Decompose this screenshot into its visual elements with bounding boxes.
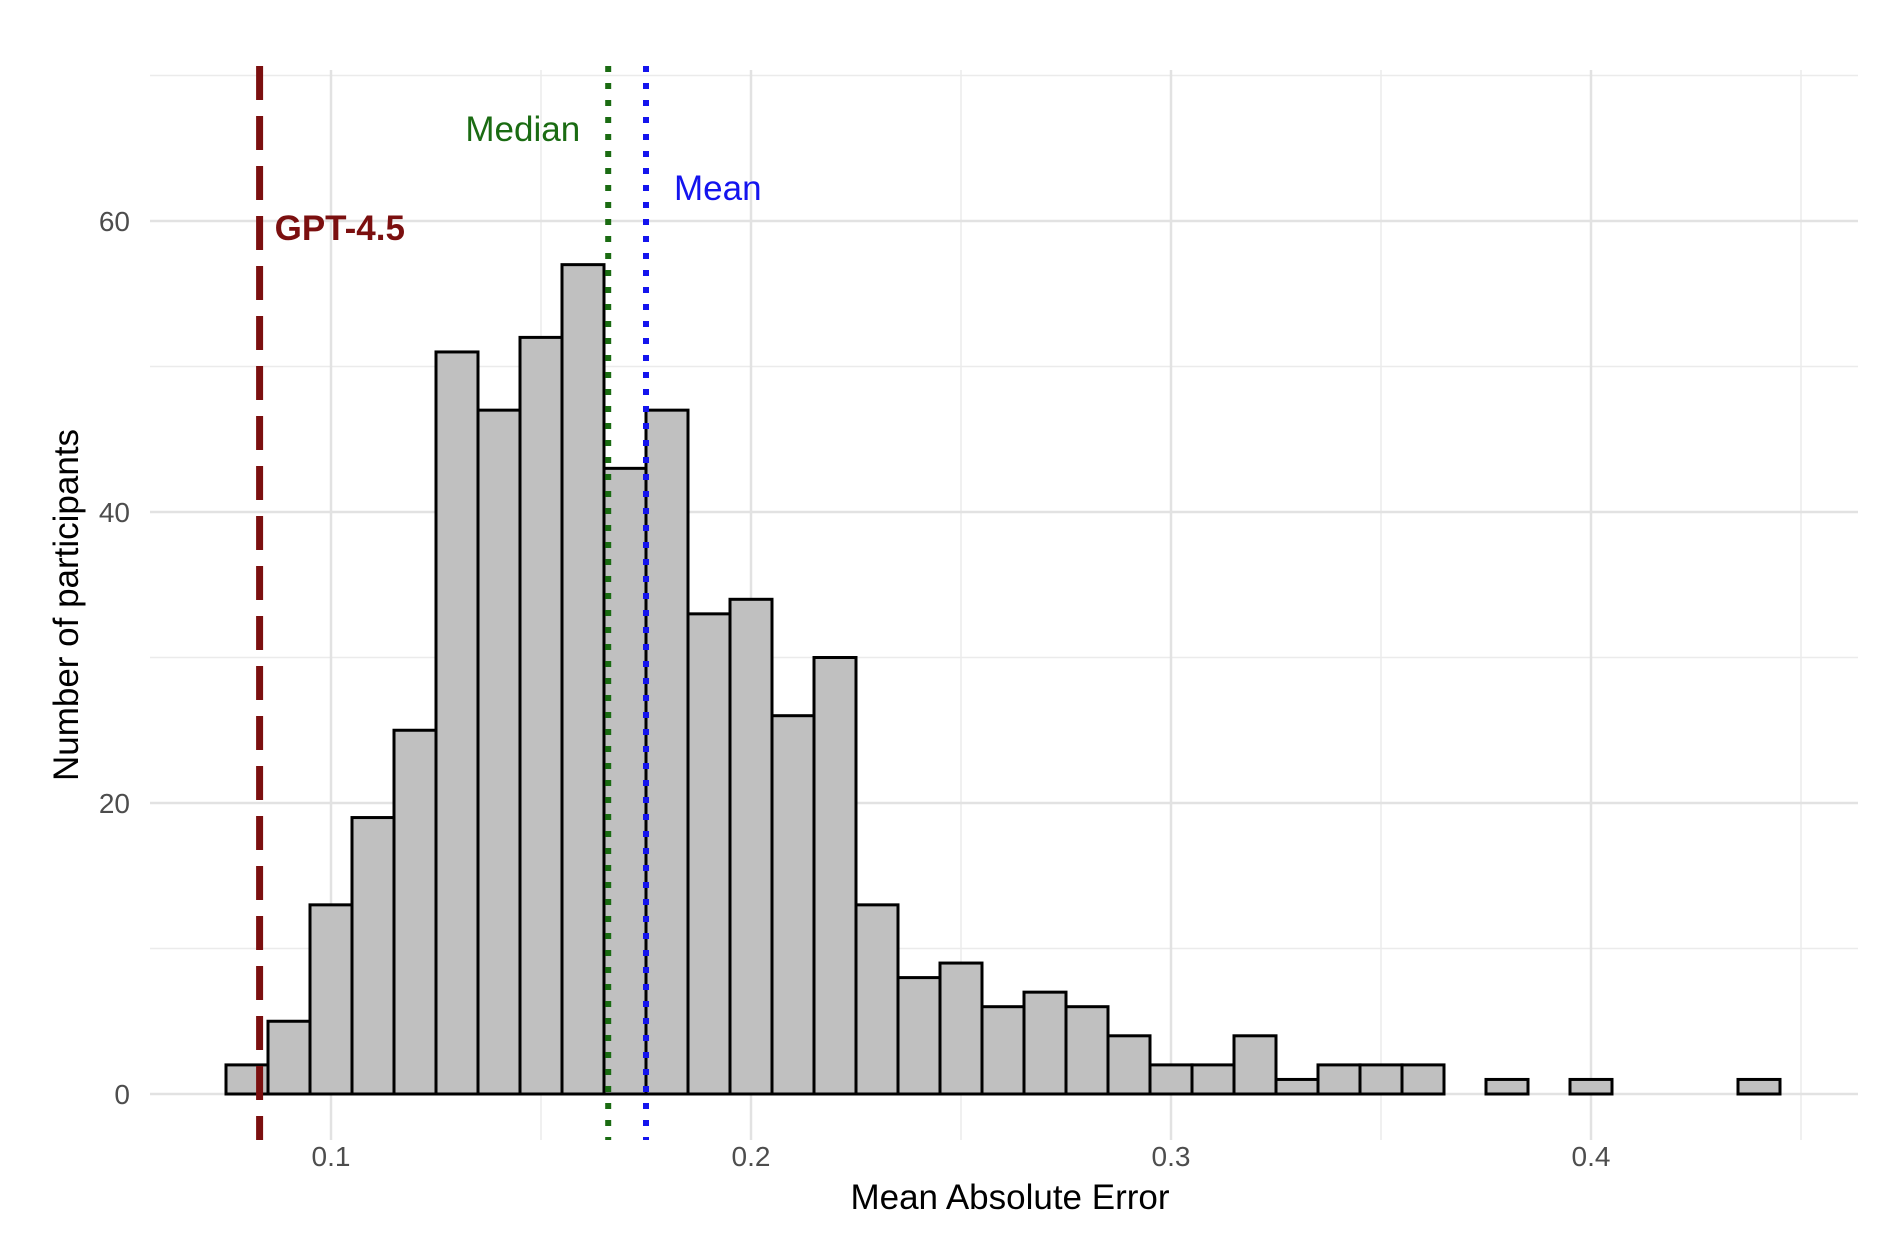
histogram-bar [1064, 1005, 1110, 1096]
histogram-bar [896, 976, 942, 1096]
histogram-bar [1022, 990, 1068, 1096]
x-tick-label: 0.3 [1152, 1141, 1191, 1172]
histogram-bar [476, 408, 522, 1096]
x-tick-label: 0.1 [312, 1141, 351, 1172]
y-tick-label: 60 [99, 206, 130, 237]
histogram-bar [266, 1019, 312, 1096]
histogram-bar [1736, 1077, 1782, 1096]
histogram-bar [1316, 1063, 1362, 1096]
x-axis-title: Mean Absolute Error [850, 1178, 1169, 1217]
histogram-bar [1568, 1077, 1614, 1096]
histogram-bar [1106, 1034, 1152, 1096]
histogram-bar [770, 714, 816, 1096]
gpt-4-5-label: GPT-4.5 [275, 209, 405, 248]
histogram-bar [1358, 1063, 1404, 1096]
x-tick-label: 0.4 [1572, 1141, 1611, 1172]
histogram-bar [560, 263, 606, 1096]
y-tick-label: 40 [99, 497, 130, 528]
histogram-bar [1232, 1034, 1278, 1096]
y-axis-title: Number of participants [47, 429, 86, 781]
histogram-bar [938, 961, 984, 1096]
histogram-bar [1190, 1063, 1236, 1096]
histogram-bar [686, 612, 732, 1096]
mean-label: Mean [674, 169, 762, 208]
histogram-bar [308, 903, 354, 1096]
histogram-bar [728, 597, 774, 1096]
histogram-bar [434, 350, 480, 1096]
median-label: Median [465, 110, 580, 149]
histogram-bar [980, 1005, 1026, 1096]
histogram-bar [1400, 1063, 1446, 1096]
bar-layer [224, 263, 1782, 1096]
reference-lines-layer: GPT-4.5 Median Mean [256, 66, 762, 1140]
histogram-bar [854, 903, 900, 1096]
y-tick-label: 0 [114, 1079, 130, 1110]
histogram-bar [812, 656, 858, 1096]
histogram-bar [392, 728, 438, 1096]
x-tick-label: 0.2 [732, 1141, 771, 1172]
histogram-bar [1274, 1077, 1320, 1096]
tick-labels-layer: 0 20 40 60 0.1 0.2 0.3 0.4 [99, 206, 1611, 1172]
histogram-bar [1148, 1063, 1194, 1096]
y-tick-label: 20 [99, 788, 130, 819]
histogram-bar [644, 408, 690, 1096]
histogram-bar [1484, 1077, 1530, 1096]
histogram-bar [518, 335, 564, 1096]
histogram-bar [350, 816, 396, 1096]
